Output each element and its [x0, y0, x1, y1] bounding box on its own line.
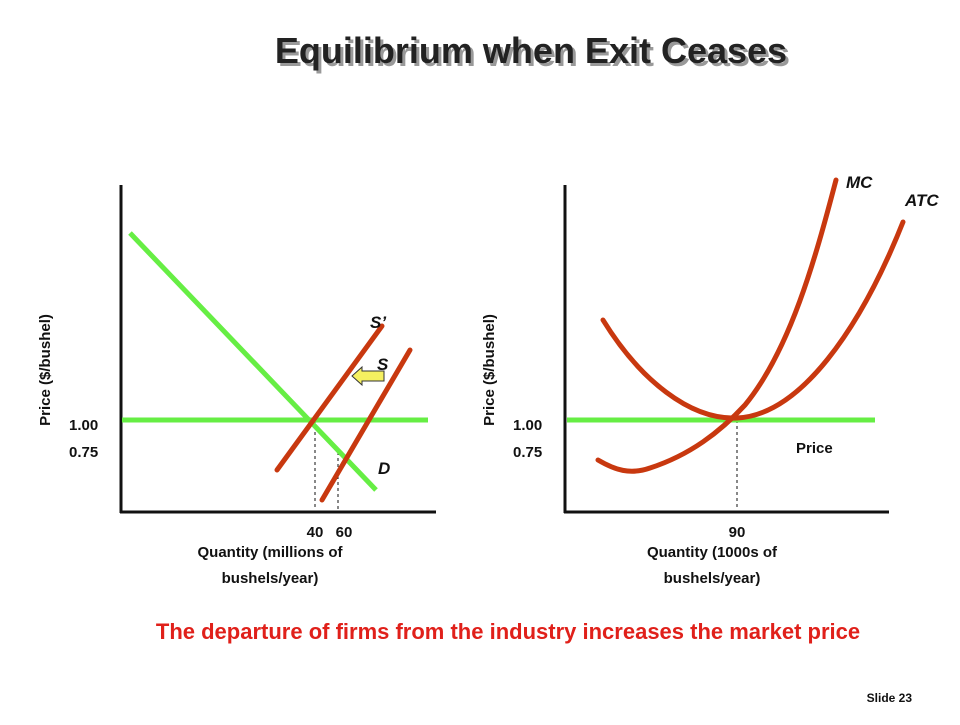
- x-axis-label: Quantity (1000s of: [647, 544, 778, 561]
- supply-label: S: [377, 355, 389, 374]
- demand-label: D: [378, 459, 390, 478]
- firm-panel: MC ATC Price 1.00 0.75 90 Price ($/bushe…: [481, 173, 939, 587]
- mc-label: MC: [846, 173, 873, 192]
- x-axis-label: Quantity (millions of: [198, 544, 344, 561]
- title-shadow: Equilibrium when Exit Ceases: [278, 33, 790, 74]
- shift-arrow: [351, 365, 385, 387]
- quantity-label: 40: [307, 524, 324, 541]
- y-axis-label: Price ($/bushel): [481, 314, 498, 426]
- x-axis-label: bushels/year): [222, 570, 319, 587]
- x-axis-label: bushels/year): [664, 570, 761, 587]
- slide-number: Slide 23: [867, 691, 913, 705]
- atc-label: ATC: [904, 191, 939, 210]
- quantity-label: 90: [729, 524, 746, 541]
- supply-new-label: S’: [370, 313, 386, 332]
- title: Equilibrium when Exit Ceases: [275, 30, 787, 71]
- price-label: 0.75: [69, 444, 98, 461]
- atc-curve: [600, 219, 906, 421]
- demand-curve: [128, 231, 378, 492]
- price-label: 1.00: [513, 417, 542, 434]
- price-label: 1.00: [69, 417, 98, 434]
- caption: The departure of firms from the industry…: [156, 619, 860, 644]
- mc-curve: [595, 177, 839, 474]
- supply-curve: [319, 347, 413, 503]
- supply-new-curve: [274, 323, 385, 473]
- price-line-label: Price: [796, 440, 833, 457]
- y-axis-label: Price ($/bushel): [37, 314, 54, 426]
- quantity-label: 60: [336, 524, 353, 541]
- market-panel: S’ S D 1.00 0.75 40 60 Price ($/bushel) …: [37, 185, 436, 587]
- price-label: 0.75: [513, 444, 542, 461]
